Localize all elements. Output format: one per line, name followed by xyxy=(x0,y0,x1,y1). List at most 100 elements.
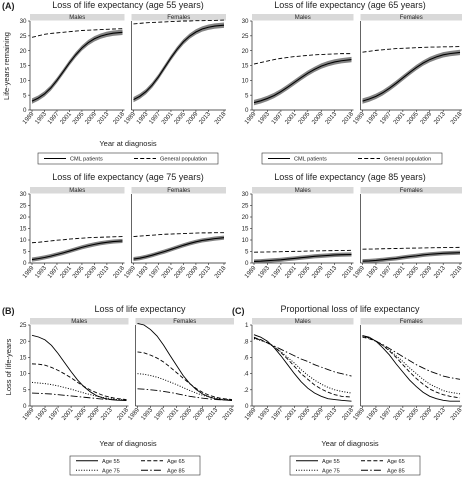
y-tick-label: 0 xyxy=(23,260,27,267)
series-line-age-65 xyxy=(137,351,233,400)
section-label-A: (A) xyxy=(2,1,15,11)
y-tick-label: 25 xyxy=(20,33,27,40)
facet-strip xyxy=(252,14,354,21)
chart-title: Loss of life expectancy (age 65 years) xyxy=(274,0,426,10)
y-tick-label: 30 xyxy=(20,18,27,25)
series-line-age-85 xyxy=(137,388,233,401)
section-label-C: (C) xyxy=(232,306,245,316)
y-tick-label: 10 xyxy=(242,77,249,84)
y-tick-label: 25 xyxy=(242,203,249,210)
y-tick-label: 5 xyxy=(23,92,27,99)
legend-label: Age 55 xyxy=(322,459,340,465)
y-tick-label: .2 xyxy=(243,387,249,394)
legend: Age 55 Age 65 Age 75 Age 85 xyxy=(289,455,421,476)
series-line-age-55 xyxy=(362,335,460,402)
chart-title: Loss of life expectancy xyxy=(94,304,186,314)
y-tick-label: 10 xyxy=(20,237,27,244)
y-tick-label: 20 xyxy=(20,214,27,221)
facet-strip xyxy=(252,318,354,325)
legend-box xyxy=(289,455,421,476)
confidence-band xyxy=(133,22,224,103)
series-line-cml-patients xyxy=(253,59,352,104)
y-tick-label: 5 xyxy=(23,249,27,256)
legend: Age 55 Age 65 Age 75 Age 85 xyxy=(69,455,201,476)
y-tick-label: .4 xyxy=(243,371,249,378)
y-tick-label: 25 xyxy=(20,203,27,210)
series-line-general-population xyxy=(31,236,123,244)
y-tick-label: 5 xyxy=(245,92,249,99)
y-tick-label: 1 xyxy=(245,322,249,329)
y-tick-label: 15 xyxy=(242,226,249,233)
y-axis-title: Life-years remaining xyxy=(2,32,11,100)
confidence-band xyxy=(32,29,123,104)
series-line-cml-patients xyxy=(133,24,225,101)
facet-label: Females xyxy=(400,319,423,325)
legend-label: CML patients xyxy=(70,157,103,163)
facet-strip xyxy=(360,14,462,21)
y-tick-label: 0 xyxy=(245,107,249,114)
legend: CML patients General population xyxy=(37,152,219,165)
series-line-age-85 xyxy=(362,335,461,380)
y-tick-label: 20 xyxy=(20,338,27,345)
y-tick-label: 0 xyxy=(245,260,249,267)
series-line-cml-patients xyxy=(362,51,461,102)
y-tick-label: 0 xyxy=(23,403,27,410)
facet-label: Females xyxy=(167,15,190,21)
legend-label: General population xyxy=(384,157,431,163)
series-line-age-55 xyxy=(31,334,127,401)
legend-label: Age 65 xyxy=(167,459,185,465)
series-line-cml-patients xyxy=(31,240,123,261)
y-tick-label: 5 xyxy=(245,249,249,256)
y-tick-label: 20 xyxy=(242,48,249,55)
legend-label: CML patients xyxy=(294,157,327,163)
series-line-age-85 xyxy=(253,336,352,377)
series-line-general-population xyxy=(133,232,224,237)
y-tick-label: 0 xyxy=(23,107,27,114)
series-line-general-population xyxy=(362,46,461,53)
y-tick-label: 0 xyxy=(245,403,249,410)
legend-box xyxy=(37,152,219,165)
y-tick-label: 20 xyxy=(20,48,27,55)
legend-box xyxy=(69,455,201,476)
y-tick-label: 15 xyxy=(20,355,27,362)
y-tick-label: 25 xyxy=(242,33,249,40)
series-line-cml-patients xyxy=(362,252,461,262)
y-tick-label: 10 xyxy=(20,77,27,84)
chart-title: Loss of life expectancy (age 85 years) xyxy=(274,172,426,182)
series-line-cml-patients xyxy=(31,31,123,102)
legend-label: Age 85 xyxy=(387,468,405,474)
y-tick-label: 30 xyxy=(242,18,249,25)
confidence-band xyxy=(32,238,123,262)
chart-title: Loss of life expectancy (age 55 years) xyxy=(52,0,204,10)
legend-box xyxy=(261,152,443,165)
series-line-cml-patients xyxy=(253,253,352,262)
series-line-general-population xyxy=(253,53,352,65)
series-line-age-75 xyxy=(253,338,352,394)
legend-label: Age 65 xyxy=(387,459,405,465)
y-tick-label: 30 xyxy=(242,191,249,198)
series-line-age-55 xyxy=(253,334,352,402)
y-tick-label: 15 xyxy=(242,63,249,70)
facet-label: Males xyxy=(71,319,87,325)
y-tick-label: 30 xyxy=(20,191,27,198)
chart-A75: Loss of life expectancy (age 75 years) 0 5… xyxy=(20,172,228,280)
facet-strip xyxy=(131,187,226,194)
facet-strip xyxy=(30,14,125,21)
series-line-cml-patients xyxy=(133,237,225,260)
facet-strip xyxy=(135,318,234,325)
y-tick-label: 15 xyxy=(20,63,27,70)
x-axis-title: Year of diagnosis xyxy=(99,439,157,448)
series-line-age-75 xyxy=(362,335,461,395)
legend-label: Age 85 xyxy=(167,468,185,474)
y-tick-label: 5 xyxy=(23,387,27,394)
facet-label: Females xyxy=(400,188,423,194)
facet-label: Males xyxy=(69,188,85,194)
x-axis-title: Year of diagnosis xyxy=(321,439,379,448)
confidence-band xyxy=(133,235,224,262)
series-line-age-55 xyxy=(137,322,233,401)
chart-title: Proportional loss of life expectancy xyxy=(280,304,420,314)
facet-strip xyxy=(30,318,129,325)
facet-strip xyxy=(360,318,462,325)
section-label-B: (B) xyxy=(2,306,15,316)
